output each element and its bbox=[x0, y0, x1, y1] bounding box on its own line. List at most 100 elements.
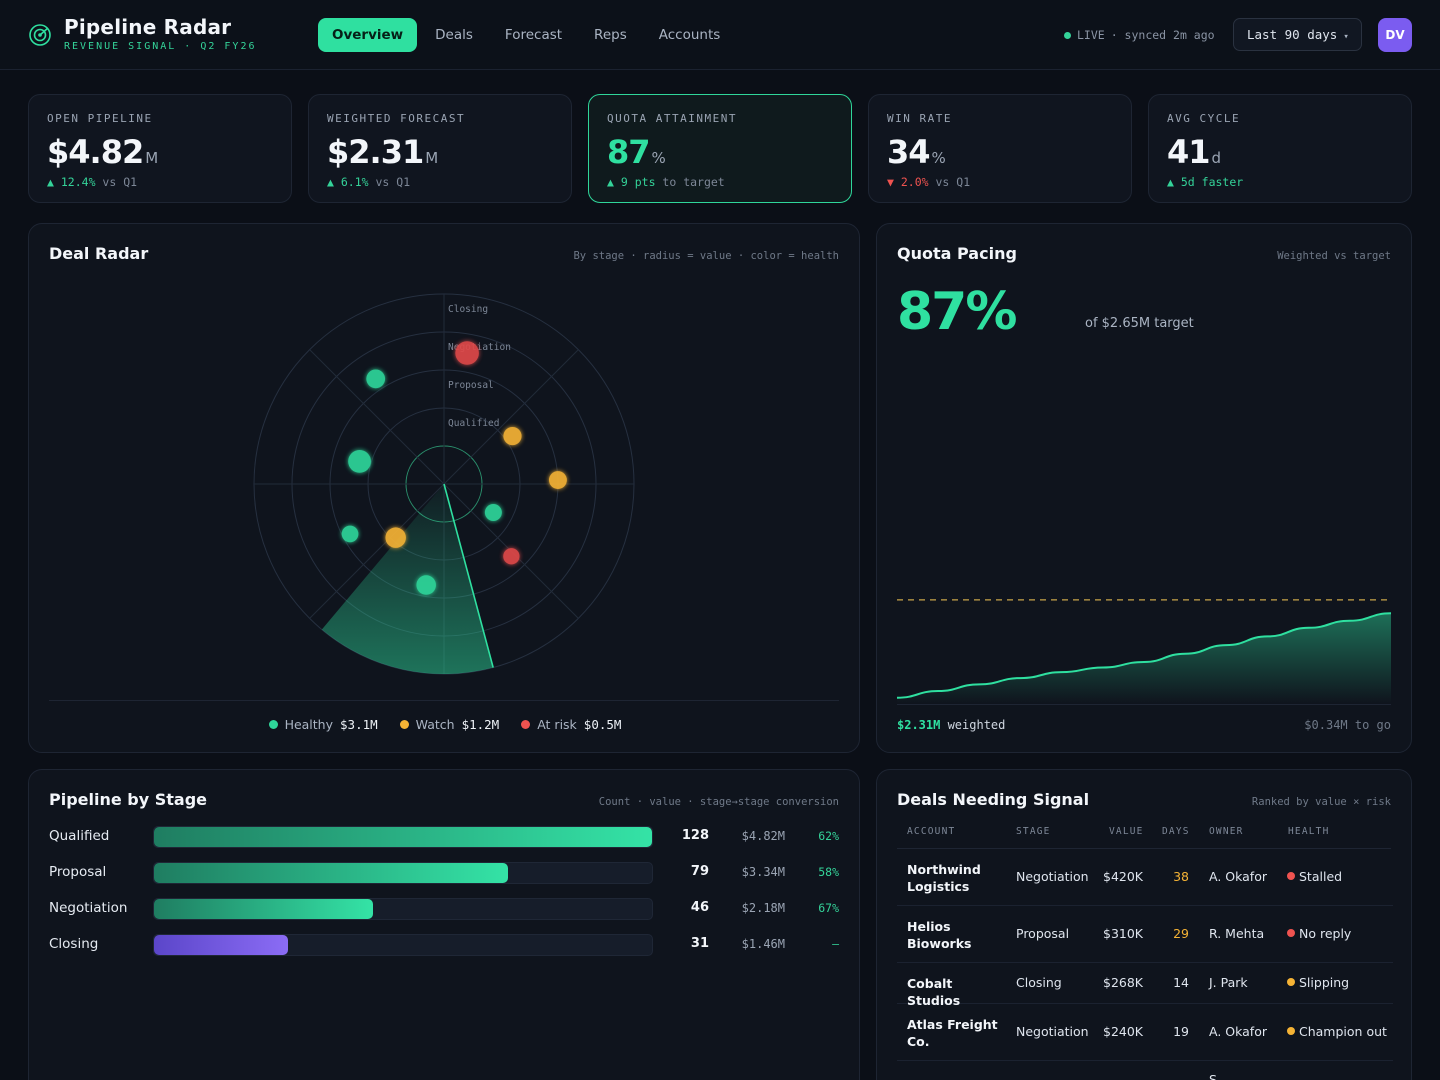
panel-hint: Weighted vs target bbox=[1277, 250, 1391, 262]
kpi-delta-value: 6.1% bbox=[340, 175, 369, 189]
kpi-compare: vs Q1 bbox=[368, 175, 411, 189]
kpi-unit: % bbox=[931, 149, 946, 167]
table-row[interactable]: Northwind Logistics Negotiation $420K 38 A. … bbox=[897, 849, 1393, 906]
radar-sweep bbox=[321, 484, 494, 674]
legend-at-risk[interactable]: At risk $0.5M bbox=[521, 717, 621, 732]
health-label: No reply bbox=[1299, 925, 1352, 941]
cell-days: 14 bbox=[1173, 974, 1189, 990]
radar-ring-label: Proposal bbox=[448, 380, 494, 391]
trend-down-icon: ▼ bbox=[887, 175, 894, 189]
tab-overview[interactable]: Overview bbox=[318, 18, 418, 52]
tab-deals[interactable]: Deals bbox=[435, 27, 473, 43]
date-range-select[interactable]: Last 90 days ▾ bbox=[1233, 18, 1362, 51]
deal-point-watch[interactable] bbox=[548, 471, 567, 489]
column-header-health[interactable]: HEALTH bbox=[1288, 826, 1330, 837]
synced-label: · synced 2m ago bbox=[1110, 28, 1215, 42]
divider bbox=[897, 704, 1391, 705]
tab-reps[interactable]: Reps bbox=[594, 27, 627, 43]
deal-point-healthy[interactable] bbox=[366, 369, 386, 389]
watch-dot-icon bbox=[399, 720, 409, 729]
kpi-value: $2.31 bbox=[327, 133, 424, 171]
legend-healthy[interactable]: Healthy $3.1M bbox=[268, 717, 378, 732]
cell-account[interactable]: Northwind Logistics bbox=[907, 861, 981, 894]
kpi-win-rate[interactable]: WIN RATE 34% ▼ 2.0% vs Q1 bbox=[868, 94, 1132, 203]
cell-days: 19 bbox=[1173, 1023, 1189, 1039]
kpi-avg-cycle[interactable]: AVG CYCLE 41 d ▲ 5d faster bbox=[1148, 94, 1412, 203]
live-label: LIVE bbox=[1077, 28, 1105, 42]
table-row[interactable]: Helios Bioworks Proposal $310K 29 R. Mehta No… bbox=[897, 906, 1393, 963]
radar-sweep-line bbox=[443, 483, 494, 668]
panel-hint: By stage · radius = value · color = heal… bbox=[573, 250, 839, 262]
health-label: Champion out bbox=[1299, 1023, 1387, 1039]
stage-bar-fill bbox=[154, 863, 508, 883]
column-header-owner[interactable]: OWNER bbox=[1209, 826, 1244, 837]
deal-radar-chart: Closing Negotiation Proposal Qualified bbox=[253, 293, 635, 675]
table-row[interactable]: Cobalt Studios Closing $268K 14 J. Park Slipp… bbox=[897, 963, 1393, 1008]
main-nav: Overview Deals Forecast Reps Accounts bbox=[318, 18, 738, 52]
stage-row[interactable]: Proposal 79 $3.34M 58% bbox=[49, 862, 841, 884]
health-dot-icon bbox=[1287, 929, 1295, 937]
legend-watch[interactable]: Watch $1.2M bbox=[399, 717, 500, 732]
stage-row[interactable]: Negotiation 46 $2.18M 67% bbox=[49, 898, 841, 920]
cell-owner: R. Mehta bbox=[1209, 925, 1265, 941]
column-header-value[interactable]: VALUE bbox=[1109, 826, 1144, 837]
kpi-delta: ▲ 9 pts to target bbox=[607, 175, 833, 189]
kpi-weighted-forecast[interactable]: WEIGHTED FORECAST $2.31 M ▲ 6.1% vs Q1 bbox=[308, 94, 572, 203]
deal-point-watch[interactable] bbox=[503, 426, 522, 446]
kpi-delta-value: 2.0% bbox=[900, 175, 929, 189]
cell-value: $420K bbox=[1103, 868, 1144, 884]
table-row[interactable]: S. bbox=[897, 1061, 1393, 1080]
stage-bar-track bbox=[153, 898, 653, 920]
column-header-days[interactable]: DAYS bbox=[1162, 826, 1190, 837]
deal-point-at-risk[interactable] bbox=[455, 341, 479, 365]
kpi-delta: ▲ 6.1% vs Q1 bbox=[327, 175, 553, 189]
legend-label: At risk bbox=[537, 717, 577, 732]
deal-point-healthy[interactable] bbox=[484, 504, 502, 521]
stage-row[interactable]: Qualified 128 $4.82M 62% bbox=[49, 826, 841, 848]
radar-logo-icon bbox=[29, 24, 51, 46]
legend-value: $1.2M bbox=[461, 717, 500, 732]
stage-value: $2.18M bbox=[741, 901, 785, 915]
cell-owner: A. Okafor bbox=[1209, 868, 1267, 884]
trend-up-icon: ▲ bbox=[327, 175, 334, 189]
deal-point-watch[interactable] bbox=[385, 527, 406, 548]
kpi-quota-attainment[interactable]: QUOTA ATTAINMENT 87% ▲ 9 pts to target bbox=[588, 94, 852, 203]
stage-bar-track bbox=[153, 934, 653, 956]
weighted-label: weighted bbox=[940, 718, 1006, 732]
stage-name: Closing bbox=[49, 936, 99, 952]
deal-point-healthy[interactable] bbox=[348, 449, 371, 473]
tab-forecast[interactable]: Forecast bbox=[504, 27, 563, 43]
kpi-label: AVG CYCLE bbox=[1167, 112, 1241, 125]
kpi-compare: vs Q1 bbox=[95, 175, 138, 189]
deal-point-healthy[interactable] bbox=[341, 525, 359, 543]
cell-account[interactable]: Cobalt Studios bbox=[907, 975, 961, 1008]
date-range-label: Last 90 days bbox=[1247, 27, 1338, 42]
top-bar: Pipeline Radar REVENUE SIGNAL · Q2 FY26 … bbox=[0, 0, 1440, 70]
kpi-unit: M bbox=[425, 149, 439, 167]
kpi-value: 34 bbox=[887, 133, 931, 171]
kpi-label: WEIGHTED FORECAST bbox=[327, 112, 466, 125]
column-header-account[interactable]: ACCOUNT bbox=[907, 826, 956, 837]
panel-title: Deal Radar bbox=[49, 244, 149, 263]
pacing-chart bbox=[897, 599, 1392, 704]
deal-point-healthy[interactable] bbox=[416, 575, 436, 595]
cell-account[interactable]: Helios Bioworks bbox=[907, 918, 972, 951]
cell-account[interactable]: Atlas Freight Co. bbox=[907, 1016, 998, 1049]
stage-row[interactable]: Closing 31 $1.46M – bbox=[49, 934, 841, 956]
radar-legend: Healthy $3.1M Watch $1.2M At risk $0.5M bbox=[29, 717, 861, 732]
column-header-stage[interactable]: STAGE bbox=[1016, 826, 1051, 837]
deal-point-at-risk[interactable] bbox=[503, 548, 520, 565]
tab-accounts[interactable]: Accounts bbox=[658, 27, 721, 43]
kpi-open-pipeline[interactable]: OPEN PIPELINE $4.82 M ▲ 12.4% vs Q1 bbox=[28, 94, 292, 203]
stage-conversion: 67% bbox=[818, 901, 839, 915]
stage-bar-fill bbox=[154, 935, 288, 955]
kpi-unit: % bbox=[651, 149, 666, 167]
cell-value: $310K bbox=[1103, 925, 1144, 941]
table-row[interactable]: Atlas Freight Co. Negotiation $240K 19 A. Ok… bbox=[897, 1004, 1393, 1061]
radar-ring-label: Qualified bbox=[448, 418, 499, 429]
kpi-value: $4.82 bbox=[47, 133, 144, 171]
weighted-line bbox=[897, 612, 1392, 699]
legend-label: Watch bbox=[415, 717, 455, 732]
stage-count: 128 bbox=[681, 828, 709, 843]
user-avatar[interactable]: DV bbox=[1378, 18, 1412, 52]
